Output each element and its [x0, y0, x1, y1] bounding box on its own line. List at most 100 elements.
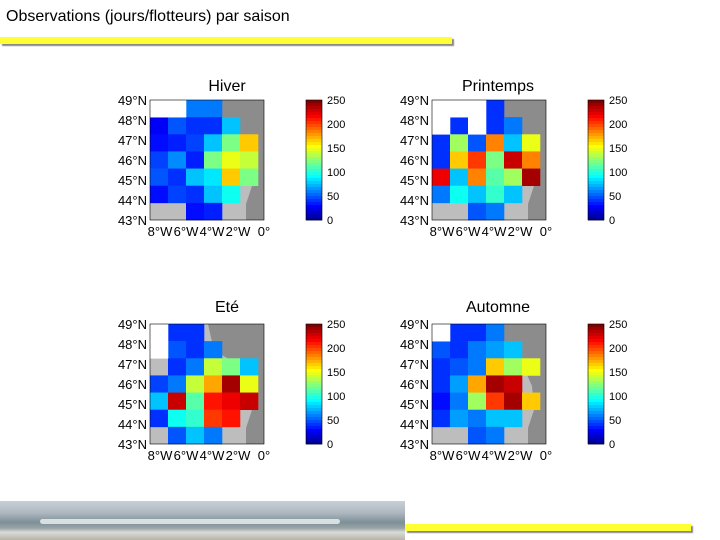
lon-tick-label: 6°W — [174, 448, 199, 463]
lat-tick-label: 46°N — [118, 377, 147, 392]
colorbar-segment — [588, 178, 604, 182]
colorbar-segment — [306, 363, 322, 367]
colorbar-segment — [588, 205, 604, 209]
colorbar-tick-label: 0 — [327, 215, 333, 227]
colorbar-segment — [588, 363, 604, 367]
heatmap-cell — [432, 392, 451, 411]
colorbar-segment — [306, 438, 322, 442]
colorbar-segment — [588, 354, 604, 358]
map-panel-printemps: 49°N 48°N 47°N 46°N 45°N 44°N 43°N8°W 6°W 4°W 2°W… — [400, 93, 627, 239]
lon-tick-label: 6°W — [174, 224, 199, 239]
colorbar-segment — [588, 160, 604, 164]
colorbar-segment — [306, 199, 322, 203]
heatmap-cell — [150, 409, 169, 428]
colorbar-segment — [306, 348, 322, 352]
colorbar-frame — [587, 323, 605, 445]
heatmap-cell — [150, 168, 169, 187]
heatmap-cell — [222, 168, 241, 187]
colorbar-tick-label: 150 — [609, 367, 627, 379]
lat-tick-label: 48°N — [400, 113, 429, 128]
heatmap-cell — [522, 358, 541, 376]
heatmap-cell — [168, 392, 187, 411]
colorbar-segment — [306, 130, 322, 134]
colorbar-segment — [306, 169, 322, 173]
heatmap-cell — [204, 202, 223, 221]
colorbar-segment — [588, 112, 604, 116]
heatmap-cell — [432, 358, 451, 376]
colorbar-segment — [306, 393, 322, 397]
heatmap-cell — [186, 409, 205, 428]
colorbar-segment — [588, 387, 604, 391]
colorbar-segment — [306, 351, 322, 355]
colorbar-segment — [588, 348, 604, 352]
lon-tick-label: 8°W — [430, 224, 455, 239]
colorbar-segment — [306, 372, 322, 376]
lat-tick-label: 43°N — [400, 213, 429, 228]
lon-tick-label: 8°W — [430, 448, 455, 463]
colorbar-segment — [588, 372, 604, 376]
colorbar-frame — [587, 99, 605, 221]
lon-tick-label: 0° — [540, 448, 552, 463]
colorbar-tick-label: 250 — [327, 319, 345, 331]
heatmap-cell — [222, 375, 241, 393]
heatmap-cell — [468, 409, 487, 428]
heatmap-cell — [240, 151, 259, 169]
colorbar-segment — [306, 384, 322, 388]
no-data-cell — [150, 341, 169, 359]
colorbar-segment — [588, 163, 604, 167]
heatmap-cell — [468, 375, 487, 393]
heatmap-cell — [504, 409, 523, 428]
colorbar-tick-label: 100 — [327, 167, 345, 179]
no-data-cell — [432, 100, 451, 118]
heatmap-cell — [486, 358, 505, 376]
lat-tick-label: 49°N — [118, 317, 147, 332]
lat-tick-label: 44°N — [118, 417, 147, 432]
heatmap-cell — [186, 134, 205, 152]
lat-tick-label: 46°N — [400, 153, 429, 168]
colorbar-segment — [588, 390, 604, 394]
colorbar-tick-label: 200 — [327, 119, 345, 131]
colorbar-segment — [306, 127, 322, 131]
colorbar-segment — [306, 354, 322, 358]
colorbar-segment — [306, 160, 322, 164]
colorbar-segment — [588, 208, 604, 212]
colorbar-segment — [306, 330, 322, 334]
colorbar-segment — [588, 420, 604, 424]
lon-tick-label: 2°W — [226, 448, 251, 463]
heatmap-cell — [504, 185, 523, 204]
colorbar-segment — [306, 175, 322, 179]
colorbar-segment — [588, 145, 604, 149]
no-data-cell — [468, 117, 487, 135]
heatmap-cell — [186, 375, 205, 393]
heatmap-cell — [468, 202, 487, 221]
colorbar-tick-label: 250 — [609, 319, 627, 331]
colorbar-segment — [588, 324, 604, 328]
colorbar-segment — [588, 378, 604, 382]
page-title: Observations (jours/flotteurs) par saiso… — [6, 8, 290, 25]
lat-tick-label: 45°N — [400, 173, 429, 188]
colorbar-segment — [588, 366, 604, 370]
colorbar-segment — [306, 214, 322, 218]
heatmap-cell — [186, 392, 205, 411]
colorbar-segment — [306, 139, 322, 143]
heatmap-cell — [204, 392, 223, 411]
heatmap-cell — [486, 168, 505, 187]
heatmap-cell — [222, 392, 241, 411]
lon-tick-label: 4°W — [482, 224, 507, 239]
heatmap-cell — [504, 392, 523, 411]
colorbar-segment — [588, 414, 604, 418]
heatmap-cell — [168, 185, 187, 204]
heatmap-cell — [468, 426, 487, 445]
lat-tick-label: 44°N — [118, 193, 147, 208]
colorbar-tick-label: 0 — [327, 439, 333, 451]
heatmap-cell — [504, 375, 523, 393]
no-data-cell — [432, 117, 451, 135]
wave-decoration — [40, 519, 340, 524]
colorbar-segment — [306, 327, 322, 331]
colorbar-tick-label: 0 — [609, 439, 615, 451]
lat-tick-label: 45°N — [400, 397, 429, 412]
heatmap-cell — [168, 117, 187, 135]
heatmap-cell — [204, 185, 223, 204]
colorbar-segment — [306, 172, 322, 176]
colorbar-segment — [588, 423, 604, 427]
